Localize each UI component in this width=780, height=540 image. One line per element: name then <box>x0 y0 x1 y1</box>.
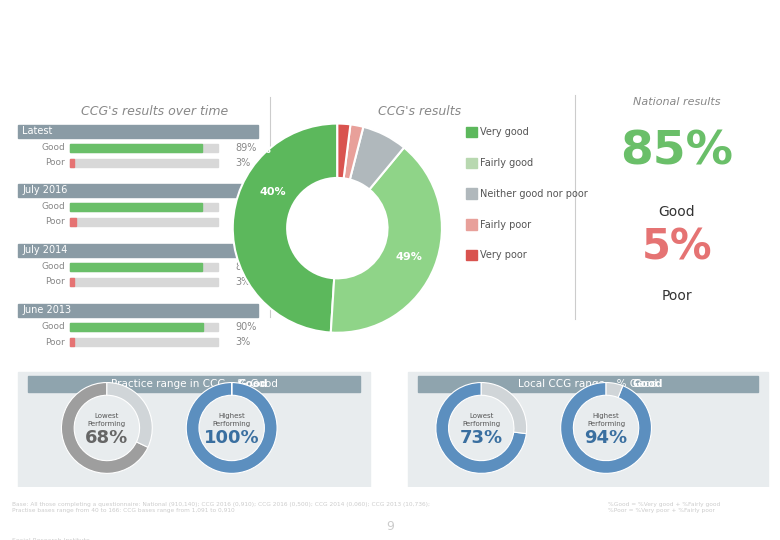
Text: Poor: Poor <box>661 289 693 303</box>
Text: 3%: 3% <box>235 337 250 347</box>
Text: Local CCG range – % Good: Local CCG range – % Good <box>519 379 658 389</box>
Bar <box>70 338 218 346</box>
Wedge shape <box>481 382 526 434</box>
Bar <box>70 278 74 286</box>
Bar <box>70 218 218 226</box>
Text: Highest
Performing: Highest Performing <box>587 413 625 427</box>
Bar <box>70 144 218 152</box>
Text: 89%: 89% <box>235 143 257 153</box>
Text: 4%: 4% <box>235 217 250 227</box>
Bar <box>18 184 258 197</box>
Text: %Good = %Very good + %Fairly good
%Poor = %Very poor + %Fairly poor: %Good = %Very good + %Fairly good %Poor … <box>608 502 721 512</box>
Text: Lowest
Performing: Lowest Performing <box>463 413 500 427</box>
Text: Neither good nor poor: Neither good nor poor <box>480 189 588 199</box>
Text: Social Research Institute: Social Research Institute <box>12 538 90 540</box>
Bar <box>70 263 218 271</box>
Text: Base: All those completing a questionnaire: National (910,140); CCG 2016 (0,910): Base: All those completing a questionnai… <box>12 502 430 512</box>
Text: 3%: 3% <box>235 158 250 168</box>
Bar <box>70 218 76 226</box>
Text: Good: Good <box>41 322 65 332</box>
Text: Q28. Overall, how would you describe your experience of your GP surgery?: Q28. Overall, how would you describe you… <box>14 69 512 82</box>
Text: 85%: 85% <box>621 130 733 174</box>
Bar <box>70 159 218 167</box>
Bar <box>18 372 370 487</box>
Text: Poor: Poor <box>45 338 65 347</box>
Wedge shape <box>331 147 442 333</box>
Text: July 2016: July 2016 <box>22 185 67 195</box>
Text: Very poor: Very poor <box>480 251 527 260</box>
Text: 68%: 68% <box>85 429 129 447</box>
Bar <box>70 203 202 211</box>
Text: 7%: 7% <box>253 145 271 154</box>
Text: 89%: 89% <box>235 202 257 212</box>
Text: Fairly good: Fairly good <box>480 158 534 168</box>
Bar <box>408 372 768 487</box>
Text: 94%: 94% <box>584 429 628 447</box>
Text: 89%: 89% <box>235 262 257 272</box>
Text: 90%: 90% <box>235 322 257 332</box>
Text: Ipsos MORI: Ipsos MORI <box>12 530 64 539</box>
Bar <box>70 323 218 331</box>
Bar <box>18 125 258 138</box>
Text: Lowest
Performing: Lowest Performing <box>88 413 126 427</box>
Text: CCG's results: CCG's results <box>378 105 462 118</box>
Text: Practice range in CCG – % Good: Practice range in CCG – % Good <box>111 379 278 389</box>
Text: Poor: Poor <box>45 218 65 226</box>
Bar <box>418 376 758 392</box>
Text: June 2013: June 2013 <box>22 306 71 315</box>
Bar <box>70 203 218 211</box>
Text: Good: Good <box>238 379 268 389</box>
Text: Poor: Poor <box>45 278 65 287</box>
Text: CCG's results over time: CCG's results over time <box>81 105 229 118</box>
Wedge shape <box>232 124 337 333</box>
Text: Overall experience of GP surgery: Overall experience of GP surgery <box>14 21 378 40</box>
Wedge shape <box>344 124 363 179</box>
Bar <box>28 376 360 392</box>
Bar <box>70 144 202 152</box>
Text: Poor: Poor <box>45 158 65 167</box>
Wedge shape <box>561 382 651 474</box>
Text: Good: Good <box>633 379 663 389</box>
Bar <box>70 159 74 167</box>
Bar <box>18 244 258 257</box>
Text: 3%: 3% <box>235 277 250 287</box>
Text: 49%: 49% <box>395 252 422 262</box>
Bar <box>18 304 258 317</box>
Wedge shape <box>606 382 622 397</box>
Text: Latest: Latest <box>22 126 52 137</box>
Wedge shape <box>107 382 152 447</box>
Bar <box>70 323 204 331</box>
Text: Very good: Very good <box>480 127 529 137</box>
Text: National results: National results <box>633 97 721 107</box>
Wedge shape <box>62 382 148 474</box>
Text: 5%: 5% <box>642 227 712 269</box>
Text: 9: 9 <box>386 520 394 534</box>
Wedge shape <box>338 124 350 178</box>
Bar <box>70 263 202 271</box>
Bar <box>70 278 218 286</box>
Text: 40%: 40% <box>259 186 285 197</box>
Text: 100%: 100% <box>204 429 260 447</box>
Wedge shape <box>186 382 277 474</box>
Text: 73%: 73% <box>459 429 503 447</box>
Text: Good: Good <box>659 205 695 219</box>
Bar <box>70 338 74 346</box>
Wedge shape <box>436 382 526 474</box>
Text: Fairly poor: Fairly poor <box>480 220 532 229</box>
Text: Good: Good <box>41 262 65 272</box>
Text: July 2014: July 2014 <box>22 246 67 255</box>
Text: Good: Good <box>41 144 65 152</box>
Text: Good: Good <box>41 202 65 212</box>
Text: Highest
Performing: Highest Performing <box>213 413 250 427</box>
Wedge shape <box>350 127 404 190</box>
